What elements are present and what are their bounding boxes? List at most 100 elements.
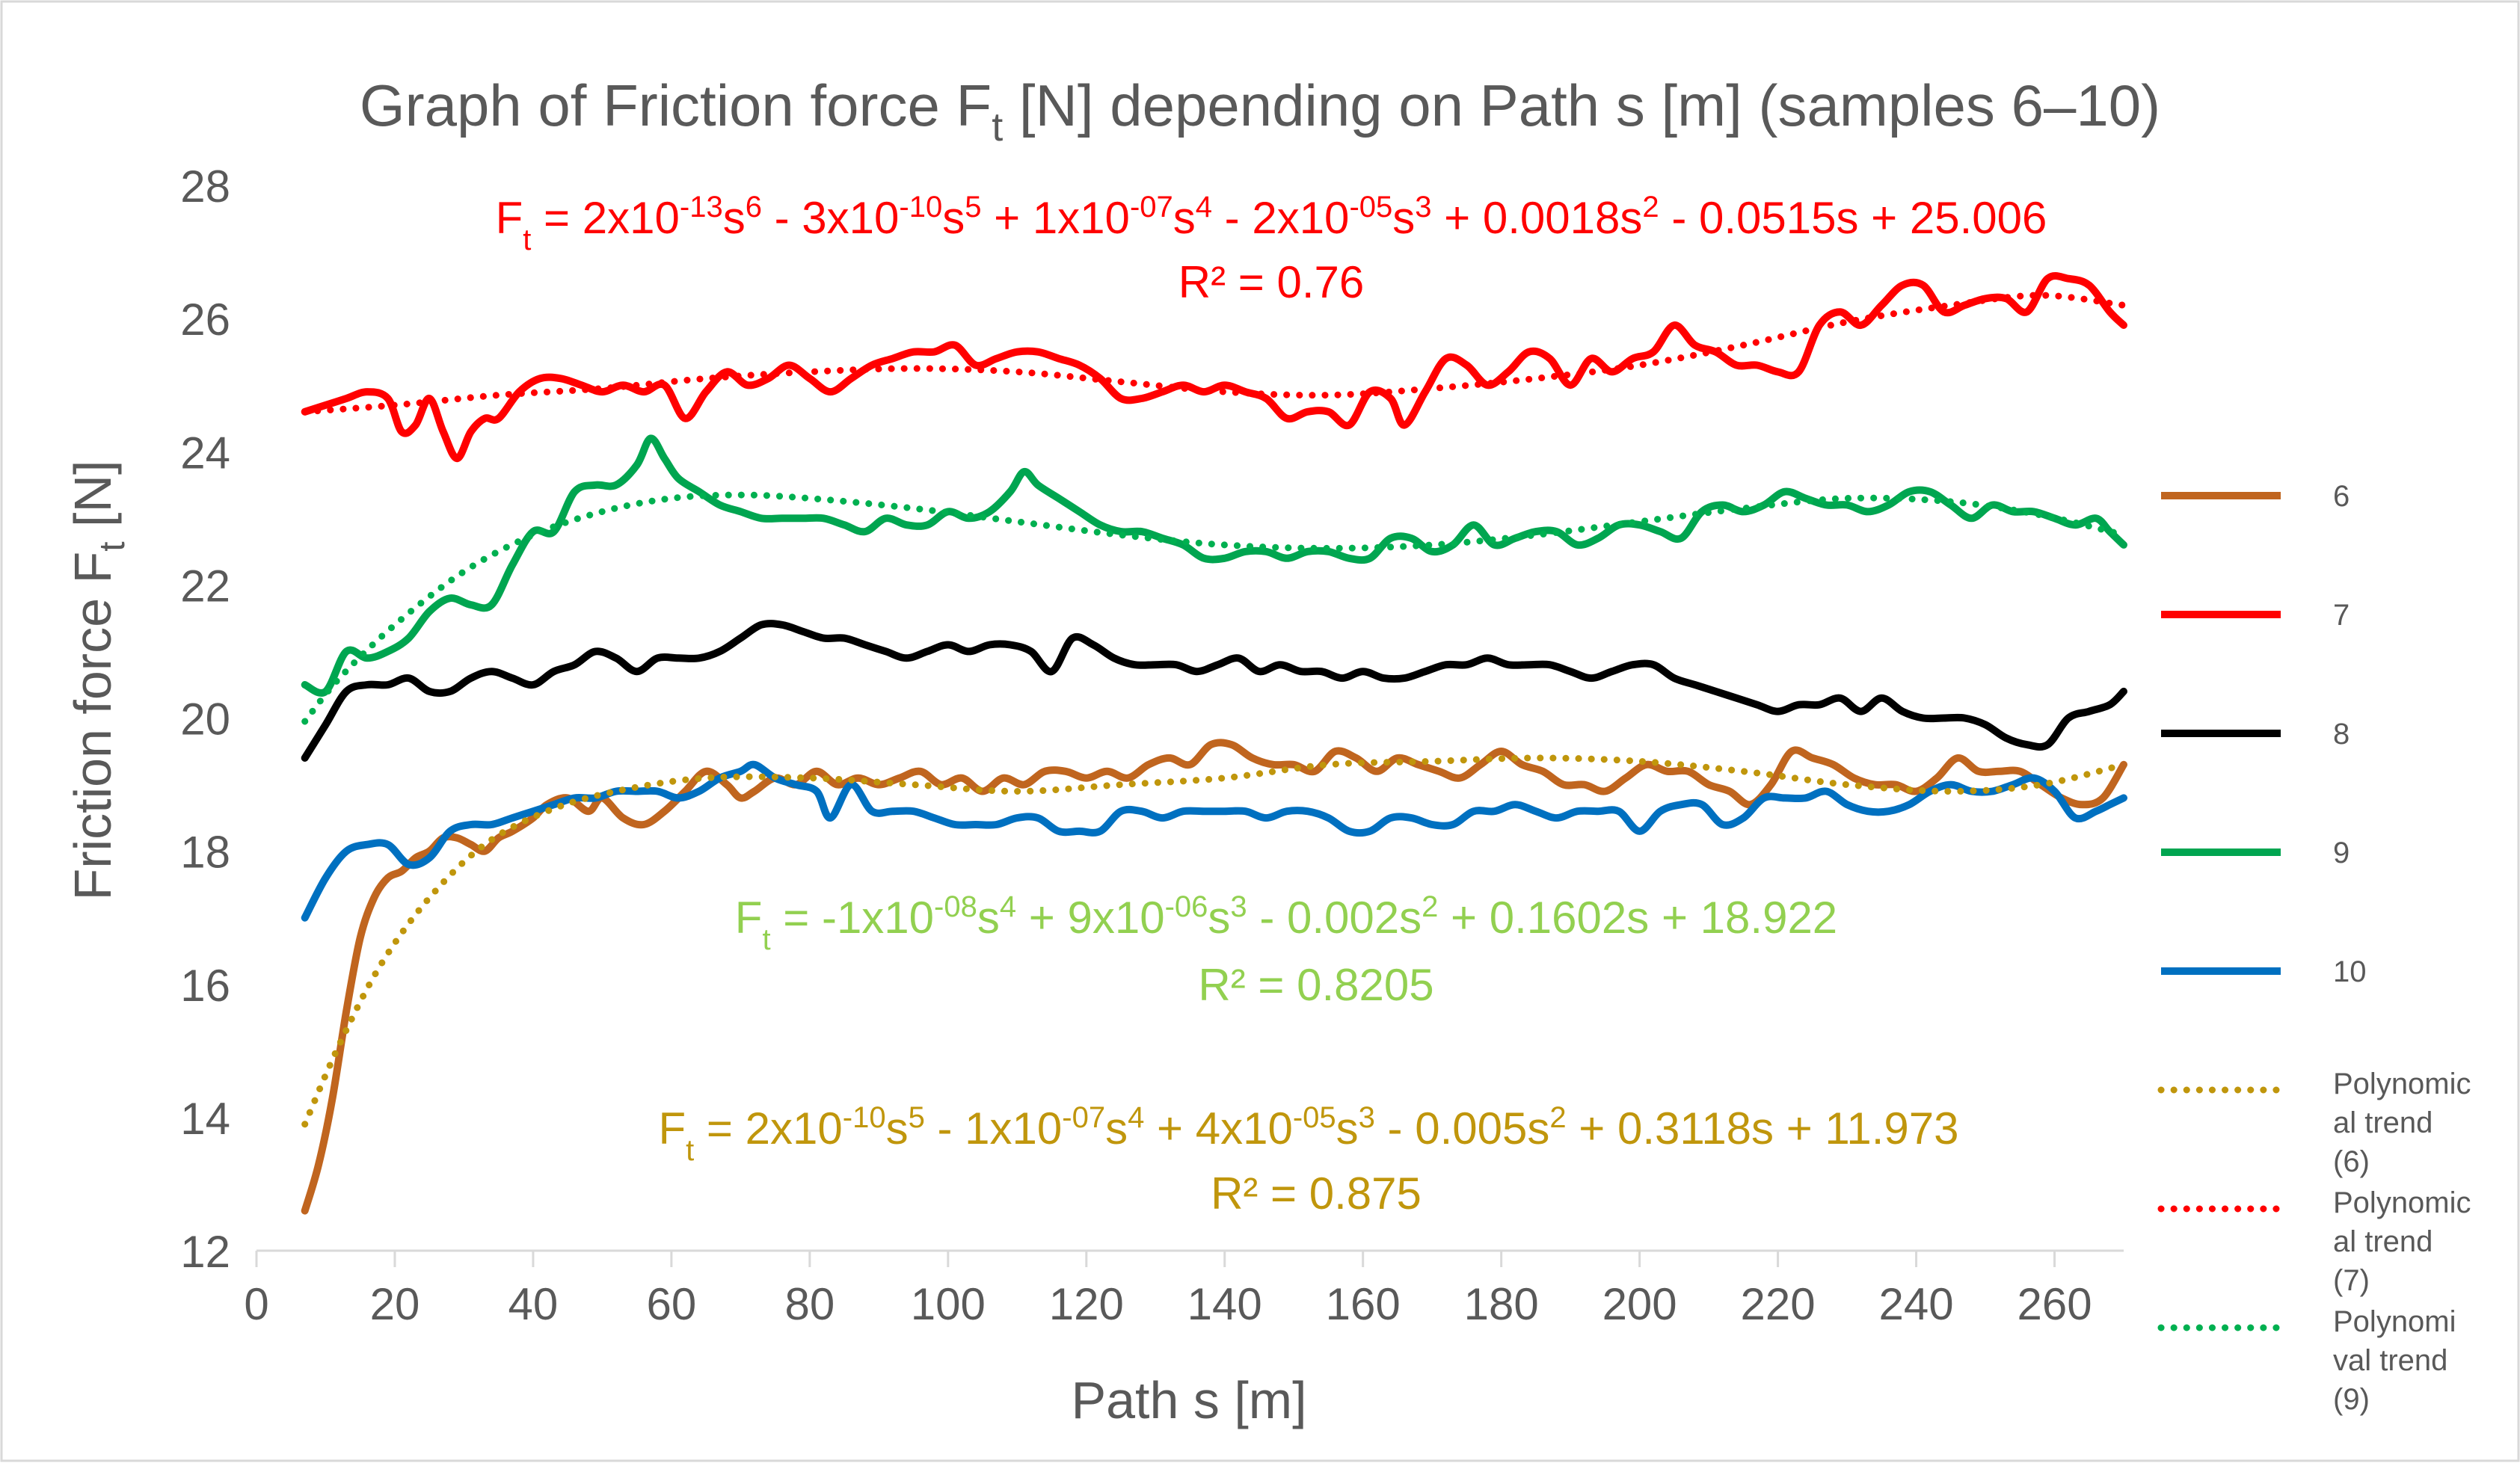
- equation-term: = 2x10: [531, 193, 680, 243]
- legend-label-line: Polynomic: [2333, 1186, 2471, 1219]
- trend-r-squared-1: R² = 0.76: [1178, 257, 1364, 307]
- equation-term: s: [1208, 893, 1230, 943]
- equation-term: -10: [899, 191, 942, 224]
- x-tick-label: 140: [1187, 1279, 1262, 1329]
- legend: 6 7 8 9 10 Polynomic al trend (6) Polynomic al tr…: [2157, 480, 2471, 1416]
- equation-term: + 1x10: [981, 193, 1130, 243]
- x-axis-label: Path s [m]: [1071, 1371, 1306, 1429]
- legend-label-line: Polynomi: [2333, 1305, 2456, 1338]
- equation-term: -05: [1293, 1101, 1336, 1134]
- chart-title: Graph of Friction force Ft [N] depending…: [360, 73, 2160, 150]
- x-tick-label: 260: [2017, 1279, 2092, 1329]
- equation-term: + 0.3118s + 11.973: [1567, 1103, 1959, 1154]
- equation-term: 3: [1415, 191, 1431, 224]
- equation-term: t: [523, 224, 531, 256]
- x-tick-label: 240: [1879, 1279, 1954, 1329]
- equation-term: 4: [1000, 890, 1016, 923]
- legend-label-line: 6: [2333, 480, 2350, 513]
- equation-term: -07: [1130, 191, 1173, 224]
- series-line-8: [301, 620, 2127, 762]
- equation-term: - 1x10: [925, 1103, 1062, 1154]
- equation-term: s: [1105, 1103, 1128, 1154]
- x-tick-label: 220: [1741, 1279, 1816, 1329]
- legend-label: Polynomic al trend (6): [2333, 1068, 2471, 1178]
- equation-term: 5: [965, 191, 981, 224]
- equation-term: + 4x10: [1144, 1103, 1293, 1154]
- equation-term: + 9x10: [1016, 893, 1165, 943]
- y-tick-label: 18: [180, 828, 230, 878]
- trend-layer: [301, 292, 2127, 1128]
- equation-term: s: [977, 893, 1000, 943]
- series-line-9: [301, 434, 2127, 697]
- equation-term: -10: [843, 1101, 886, 1134]
- legend-label: 8: [2333, 718, 2350, 751]
- y-axis-label-subscript: t: [93, 541, 132, 551]
- y-tick-label: 12: [180, 1227, 230, 1277]
- x-tick-label: 100: [911, 1279, 986, 1329]
- trend-r-squared-2: R² = 0.8205: [1198, 960, 1433, 1010]
- y-axis-label: Friction force Ft [N]: [64, 460, 132, 900]
- legend-label-line: (9): [2333, 1383, 2370, 1416]
- equation-term: s: [1392, 193, 1415, 243]
- equation-term: 6: [746, 191, 762, 224]
- equation-term: - 0.0515s + 25.006: [1659, 193, 2047, 243]
- equation-term: F: [658, 1103, 686, 1154]
- legend-label-line: 9: [2333, 837, 2350, 869]
- equation-term: s: [1336, 1103, 1359, 1154]
- trend-line-3: [301, 491, 2127, 725]
- legend-label-line: val trend: [2333, 1344, 2447, 1377]
- trend-equation-2: Ft = -1x10-08s4 + 9x10-06s3 - 0.002s2 + …: [735, 890, 1837, 956]
- x-tick-label: 0: [244, 1279, 268, 1329]
- equation-term: 2: [1642, 191, 1659, 224]
- legend-label-line: (6): [2333, 1145, 2370, 1178]
- legend-label: 10: [2333, 955, 2367, 988]
- equation-term: - 2x10: [1212, 193, 1349, 243]
- y-tick-label: 24: [180, 428, 230, 478]
- equation-term: 3: [1359, 1101, 1375, 1134]
- x-tick-label: 20: [370, 1279, 420, 1329]
- legend-label-line: 7: [2333, 599, 2350, 632]
- trend-equation-1: Ft = 2x10-13s6 - 3x10-10s5 + 1x10-07s4 -…: [496, 191, 2047, 256]
- y-axis-label-main: Friction force F: [64, 552, 122, 901]
- equation-term: 2: [1549, 1101, 1566, 1134]
- series-line-6: [301, 739, 2127, 1215]
- trend-equations: Ft = 2x10-13s6 - 3x10-10s5 + 1x10-07s4 -…: [496, 191, 2047, 1219]
- equation-term: F: [735, 893, 763, 943]
- equation-term: = -1x10: [771, 893, 934, 943]
- chart-title-subscript: t: [992, 105, 1003, 150]
- equation-term: -07: [1062, 1101, 1105, 1134]
- equation-term: s: [723, 193, 746, 243]
- trend-line-2: [301, 292, 2127, 416]
- x-tick-label: 60: [647, 1279, 697, 1329]
- equation-term: s: [942, 193, 965, 243]
- equation-term: 4: [1196, 191, 1212, 224]
- legend-label: Polynomi val trend (9): [2333, 1305, 2456, 1416]
- equation-term: + 0.1602s + 18.922: [1438, 893, 1837, 943]
- equation-term: -06: [1165, 890, 1208, 923]
- legend-label-line: al trend: [2333, 1106, 2433, 1139]
- legend-label: Polynomic al trend (7): [2333, 1186, 2471, 1297]
- equation-term: -08: [934, 890, 977, 923]
- legend-label-line: 8: [2333, 718, 2350, 751]
- equation-term: = 2x10: [694, 1103, 843, 1154]
- x-tick-label: 180: [1464, 1279, 1539, 1329]
- equation-term: + 0.0018s: [1432, 193, 1643, 243]
- y-tick-label: 16: [180, 961, 230, 1011]
- equation-term: - 3x10: [762, 193, 899, 243]
- legend-label-line: (7): [2333, 1264, 2370, 1297]
- y-tick-label: 20: [180, 694, 230, 745]
- legend-label-line: 10: [2333, 955, 2367, 988]
- equation-term: -13: [680, 191, 723, 224]
- equation-term: -05: [1349, 191, 1392, 224]
- equation-term: t: [686, 1134, 694, 1167]
- y-axis-ticks: 12 14 16 18 20 22 24 26 28: [180, 161, 230, 1277]
- x-tick-label: 40: [508, 1279, 559, 1329]
- x-tick-label: 200: [1602, 1279, 1677, 1329]
- equation-term: - 0.005s: [1375, 1103, 1549, 1154]
- chart-title-main: Graph of Friction force F: [360, 73, 992, 138]
- trend-line-1: [301, 754, 2127, 1128]
- x-tick-label: 160: [1326, 1279, 1401, 1329]
- equation-term: s: [886, 1103, 909, 1154]
- equation-term: F: [496, 193, 523, 243]
